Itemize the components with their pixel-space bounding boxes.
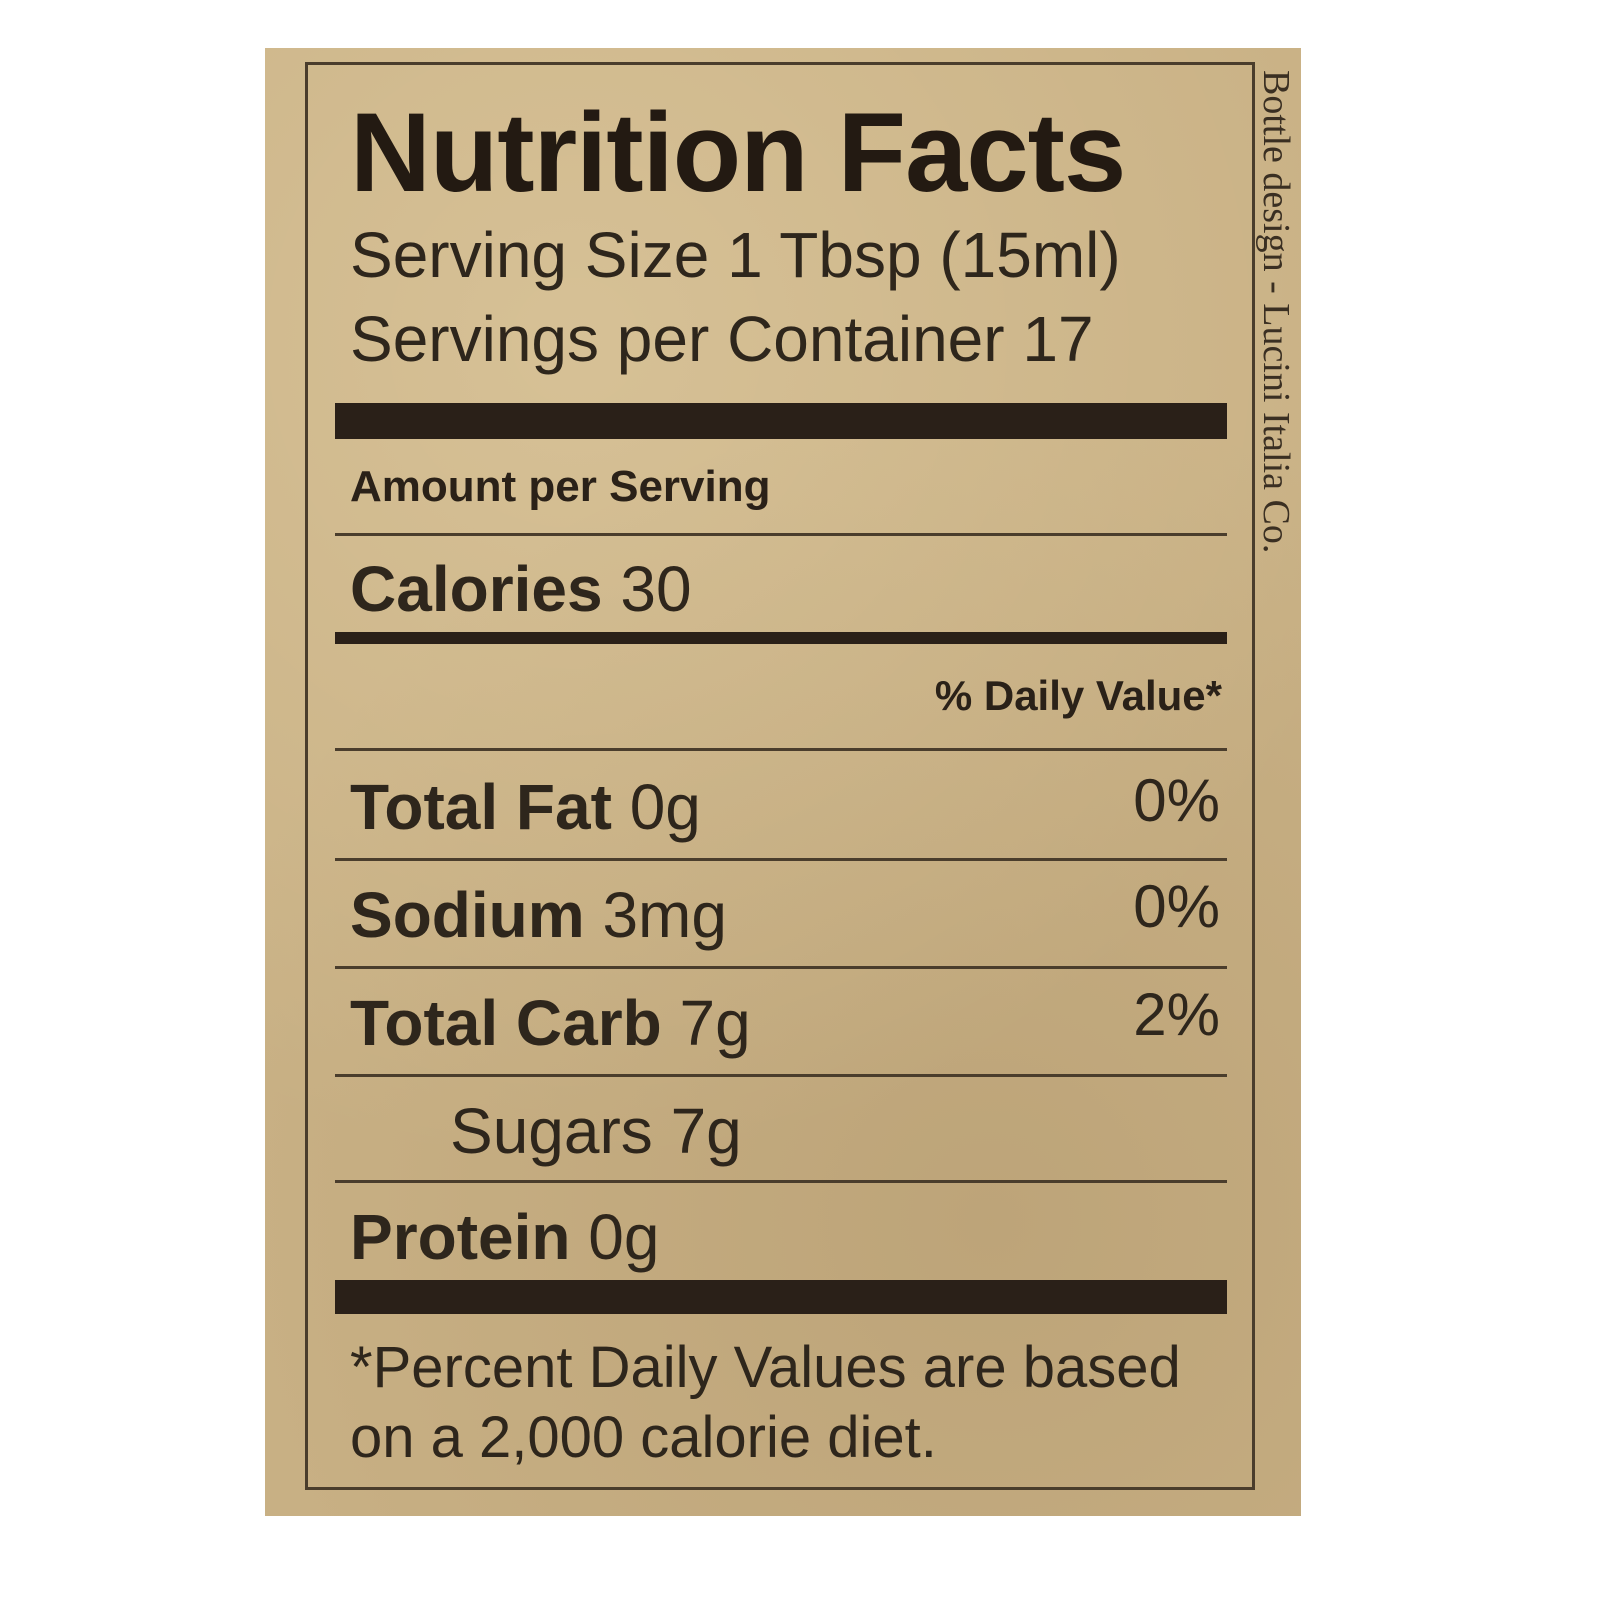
nutrient-amount: 0g: [588, 1201, 660, 1273]
serving-size: Serving Size 1 Tbsp (15ml): [350, 219, 1121, 291]
divider: [335, 533, 1227, 536]
footnote-line-2: on a 2,000 calorie diet.: [350, 1405, 937, 1470]
divider: [335, 966, 1227, 969]
servings-per-container: Servings per Container 17: [350, 303, 1094, 375]
nutrient-name: Sodium: [350, 879, 585, 951]
label-paper: [265, 48, 1301, 1516]
footnote-line-1: *Percent Daily Values are based: [350, 1335, 1181, 1400]
nutrient-name: Total Fat: [350, 771, 612, 843]
medium-divider: [335, 632, 1227, 644]
nutrition-facts-title: Nutrition Facts: [350, 90, 1126, 215]
thick-divider: [335, 403, 1227, 439]
nutrient-amount: 0g: [629, 771, 701, 843]
divider: [335, 858, 1227, 861]
nutrient-dv: 2%: [1133, 981, 1220, 1048]
nutrition-facts-border: [305, 62, 1255, 1490]
nutrient-amount: 3mg: [602, 879, 727, 951]
nutrient-row-total-fat: Total Fat 0g: [350, 770, 701, 844]
side-credit-text: Bottle design - Lucini Italia Co.: [1255, 70, 1297, 554]
nutrient-amount: 7g: [679, 987, 751, 1059]
calories-label: Calories: [350, 553, 603, 625]
daily-value-header: % Daily Value*: [934, 672, 1222, 719]
divider: [335, 748, 1227, 751]
nutrient-amount: 7g: [670, 1095, 742, 1167]
amount-per-serving: Amount per Serving: [350, 462, 771, 511]
nutrient-dv: 0%: [1133, 767, 1220, 834]
nutrient-name: Protein: [350, 1201, 571, 1273]
nutrient-name: Total Carb: [350, 987, 662, 1059]
divider: [335, 1180, 1227, 1183]
divider: [335, 1074, 1227, 1077]
calories-value: 30: [620, 553, 692, 625]
nutrient-row-protein: Protein 0g: [350, 1200, 659, 1274]
nutrient-row-sugars: Sugars 7g: [450, 1094, 742, 1168]
nutrient-row-sodium: Sodium 3mg: [350, 878, 727, 952]
nutrient-row-total-carb: Total Carb 7g: [350, 986, 751, 1060]
nutrient-dv: 0%: [1133, 873, 1220, 940]
thick-divider: [335, 1280, 1227, 1314]
calories-row: Calories 30: [350, 552, 692, 626]
nutrient-name: Sugars: [450, 1095, 653, 1167]
